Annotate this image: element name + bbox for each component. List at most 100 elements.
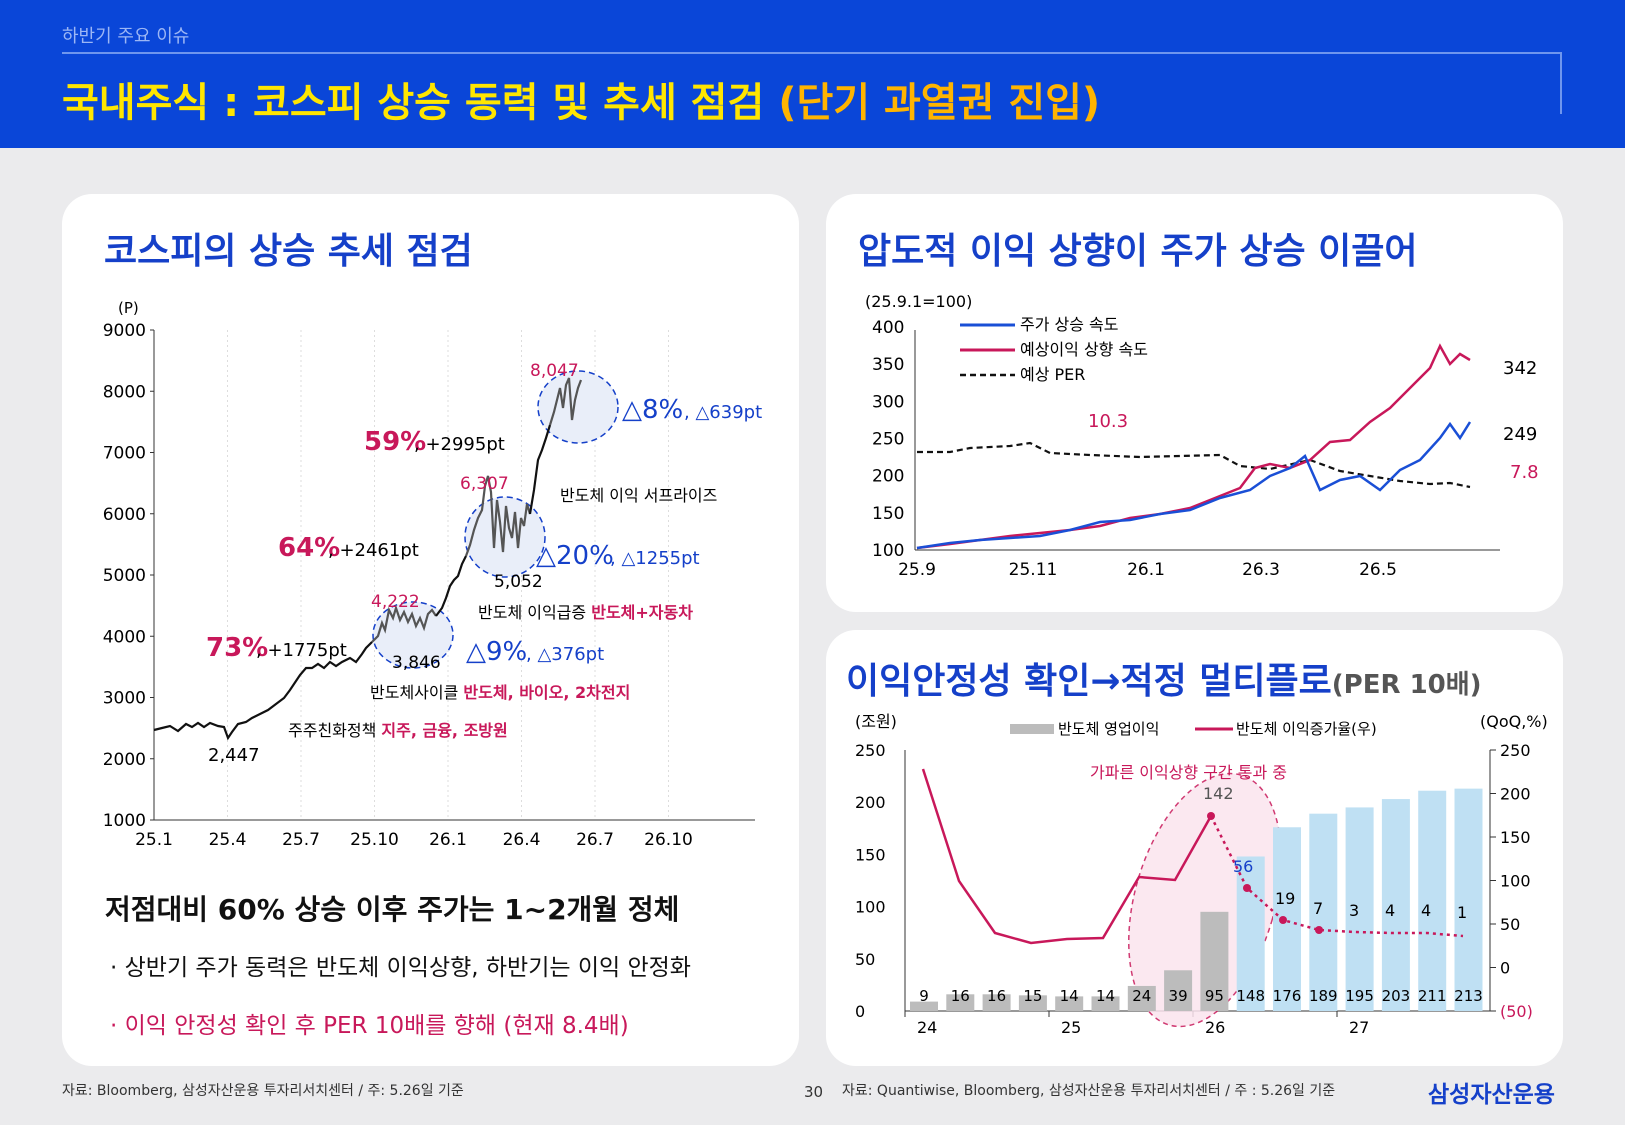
legend-earnings: 예상이익 상향 속도 xyxy=(1020,340,1148,359)
y-tick-label: 2000 xyxy=(103,750,146,770)
growth-label-19: 19 xyxy=(1275,889,1295,908)
y-unit: (P) xyxy=(118,299,139,317)
stability-card-title: 이익안정성 확인→적정 멀티플로(PER 10배) xyxy=(846,652,1482,704)
earnings-end-value: 342 xyxy=(1503,358,1537,379)
y-tick-label: 6000 xyxy=(103,505,146,525)
y-tick-label: 200 xyxy=(855,793,886,812)
growth-label-56: 56 xyxy=(1233,857,1253,876)
bar xyxy=(1200,911,1229,1011)
kospi-line xyxy=(153,641,373,741)
bar-label: 203 xyxy=(1382,987,1411,1005)
bar-label: 39 xyxy=(1169,987,1188,1005)
y2-tick-label: 250 xyxy=(1500,741,1531,760)
rise-64: 64% xyxy=(278,533,340,563)
y-tick-label: 300 xyxy=(872,392,904,412)
brand-logo: 삼성자산운용 xyxy=(1428,1082,1555,1108)
kospi-card-title: 코스피의 상승 추세 점검 xyxy=(104,231,473,272)
annotation-3: 반도체 이익급증 반도체+자동차 xyxy=(478,603,693,622)
header: 하반기 주요 이슈 국내주식 : 코스피 상승 동력 및 추세 점검 (단기 과… xyxy=(0,0,1625,148)
annotation-4: 반도체 이익 서프라이즈 xyxy=(560,486,717,505)
kospi-line-circle2 xyxy=(464,475,532,557)
y-tick-label: 9000 xyxy=(103,321,146,341)
y-tick-label: 1000 xyxy=(103,811,146,831)
bar-label: 211 xyxy=(1418,987,1447,1005)
x-tick-label: 26.5 xyxy=(1359,560,1397,580)
bar-label: 213 xyxy=(1454,987,1483,1005)
bar xyxy=(910,1001,938,1011)
consolidation-circle-3 xyxy=(537,370,619,444)
highlight-note: 가파른 이익상향 구간 통과 중 xyxy=(1090,763,1287,782)
bar-label: 9 xyxy=(919,987,929,1005)
per-start-value: 10.3 xyxy=(1088,411,1128,432)
unit-right: (QoQ,%) xyxy=(1480,712,1548,731)
earnings-revision-line xyxy=(916,343,1471,550)
growth-label-3: 3 xyxy=(1349,901,1359,920)
growth-label-4a: 4 xyxy=(1385,901,1395,920)
bar xyxy=(1091,996,1120,1011)
x-tick-label: 26.7 xyxy=(576,830,614,850)
y-tick-label: 400 xyxy=(872,318,904,338)
y2-axis-ticks: 250 200 150 100 50 0 (50) xyxy=(1490,741,1533,1021)
bar-label: 148 xyxy=(1236,987,1265,1005)
source-left: 자료: Bloomberg, 삼성자산운용 투자리서치센터 / 주: 5.26일… xyxy=(62,1083,464,1099)
drop-20-pt: , △1255pt xyxy=(610,548,700,569)
bar xyxy=(1127,985,1156,1011)
drop-9: △9% xyxy=(466,637,527,667)
stability-title-main: 이익안정성 확인→적정 멀티플로 xyxy=(846,661,1332,702)
x-tick-label: 25.10 xyxy=(350,830,399,850)
y2-tick-label: (50) xyxy=(1500,1002,1533,1021)
label-low: 2,447 xyxy=(208,745,260,766)
bar xyxy=(1454,788,1483,1011)
bar xyxy=(982,994,1011,1011)
y-tick-label: 200 xyxy=(872,467,904,487)
growth-line-solid xyxy=(921,768,1213,945)
growth-point-142 xyxy=(1207,812,1215,820)
x-tick-label: 26.4 xyxy=(503,830,541,850)
x-tick-label: 25.4 xyxy=(209,830,247,850)
y-tick-label: 350 xyxy=(872,355,904,375)
bar xyxy=(1381,799,1410,1011)
header-rule xyxy=(62,52,1562,54)
kospi-line-circle1 xyxy=(371,604,437,643)
y2-tick-label: 50 xyxy=(1500,915,1520,934)
unit-left: (조원) xyxy=(855,712,897,731)
x-tick-label: 25 xyxy=(1061,1018,1081,1037)
growth-point-56 xyxy=(1243,884,1251,892)
bar xyxy=(1236,856,1265,1011)
y-tick-label: 7000 xyxy=(103,444,146,464)
y-tick-label: 150 xyxy=(872,504,904,524)
kospi-line-mid xyxy=(435,555,467,617)
bar xyxy=(1309,813,1338,1011)
rise-73: 73% xyxy=(206,633,268,663)
stability-title-small: (PER 10배) xyxy=(1331,670,1482,700)
rise-59: 59% xyxy=(364,427,426,457)
growth-point-19 xyxy=(1279,916,1287,924)
label-4222: 4,222 xyxy=(371,592,420,612)
x-tick-label: 26.3 xyxy=(1242,560,1280,580)
annotation-1: 주주친화정책 지주, 금융, 조방원 xyxy=(288,721,508,740)
growth-label-7: 7 xyxy=(1313,899,1323,918)
growth-line-dotted xyxy=(1209,815,1464,938)
label-8047: 8,047 xyxy=(530,361,579,381)
bar-label: 24 xyxy=(1132,987,1151,1005)
bar-label: 16 xyxy=(951,987,970,1005)
x-tick-label: 25.11 xyxy=(1009,560,1058,580)
bullet-1: · 상반기 주가 동력은 반도체 이익상향, 하반기는 이익 안정화 xyxy=(110,955,691,981)
x-tick-label: 26.10 xyxy=(644,830,693,850)
annotation-2: 반도체사이클 반도체, 바이오, 2차전지 xyxy=(370,683,630,702)
rise-73-pt: , +1775pt xyxy=(256,640,347,661)
drop-8: △8% xyxy=(622,395,683,425)
kospi-headline: 저점대비 60% 상승 이후 주가는 1~2개월 정체 xyxy=(105,893,680,926)
page-title-sub: (단기 과열권 진입) xyxy=(778,80,1101,126)
page-number: 30 xyxy=(804,1083,824,1101)
per-line xyxy=(917,441,1471,489)
bar xyxy=(946,994,975,1011)
growth-label-142: 142 xyxy=(1203,784,1234,803)
growth-label-1: 1 xyxy=(1457,903,1467,922)
drop-20: △20% xyxy=(536,541,614,571)
bar xyxy=(1164,970,1193,1011)
y-tick-label: 50 xyxy=(855,950,875,969)
y-tick-label: 250 xyxy=(872,430,904,450)
bar-label: 14 xyxy=(1060,987,1079,1005)
x-tick-label: 25.1 xyxy=(135,830,173,850)
